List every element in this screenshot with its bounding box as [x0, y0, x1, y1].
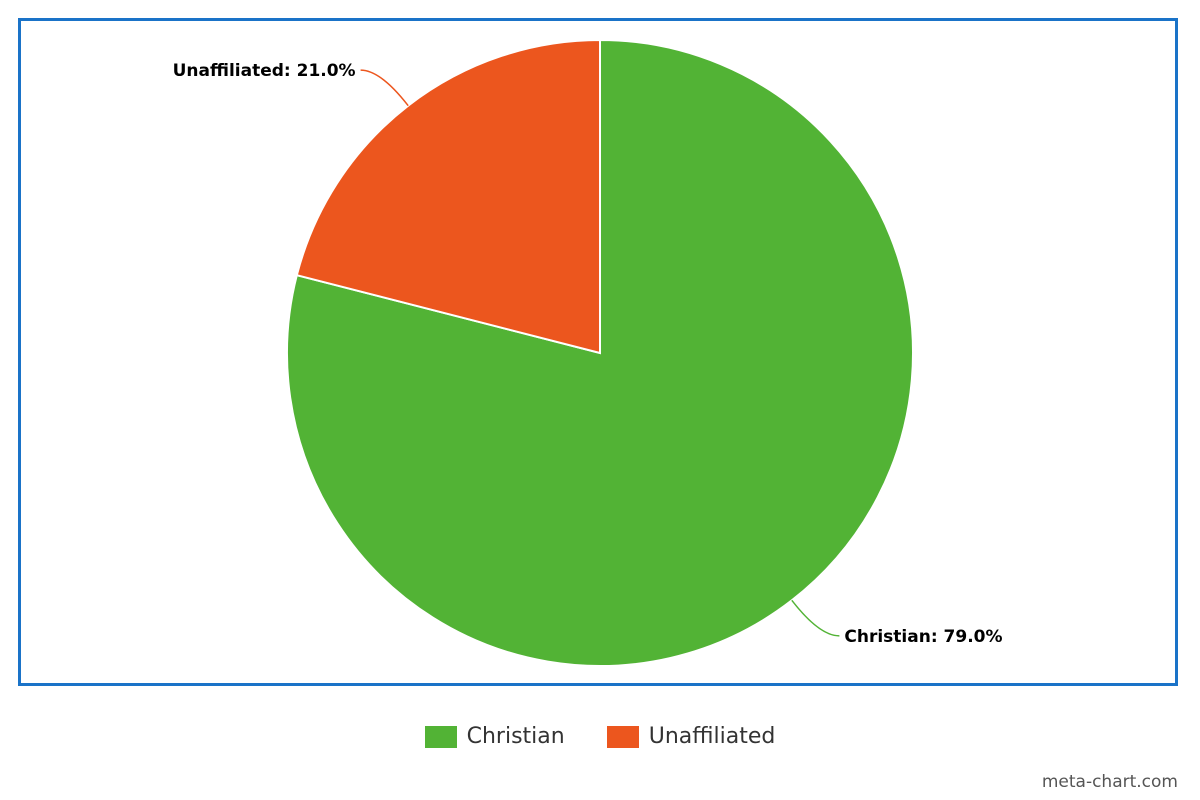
legend-swatch-christian: [424, 725, 457, 748]
connector-unaffiliated: [360, 69, 409, 107]
legend-label-christian: Christian: [466, 724, 565, 749]
legend-item-unaffiliated[interactable]: Unaffiliated: [606, 724, 776, 749]
legend-item-christian[interactable]: Christian: [424, 724, 565, 749]
pie-chart: Christian: 79.0% Unaffiliated: 21.0%: [173, 38, 1003, 667]
legend-label-unaffiliated: Unaffiliated: [648, 724, 776, 749]
legend: Christian Unaffiliated: [0, 724, 1200, 749]
data-label-unaffiliated: Unaffiliated: 21.0%: [173, 61, 356, 81]
chart-frame: Christian: 79.0% Unaffiliated: 21.0%: [18, 18, 1178, 686]
pie-slice-unaffiliated[interactable]: [295, 38, 601, 355]
connector-christian: [791, 599, 840, 637]
data-label-christian: Christian: 79.0%: [844, 627, 1002, 647]
legend-swatch-unaffiliated: [606, 725, 639, 748]
watermark: meta-chart.com: [1041, 772, 1178, 792]
